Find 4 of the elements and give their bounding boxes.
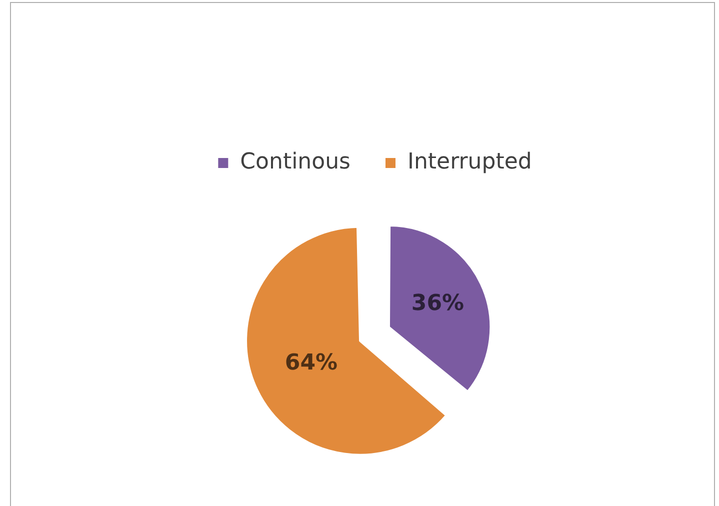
data-label: 64% [284,350,338,376]
legend-label: Interrupted [407,150,532,175]
legend-label: Continous [240,150,350,175]
data-label: 36% [411,290,464,316]
